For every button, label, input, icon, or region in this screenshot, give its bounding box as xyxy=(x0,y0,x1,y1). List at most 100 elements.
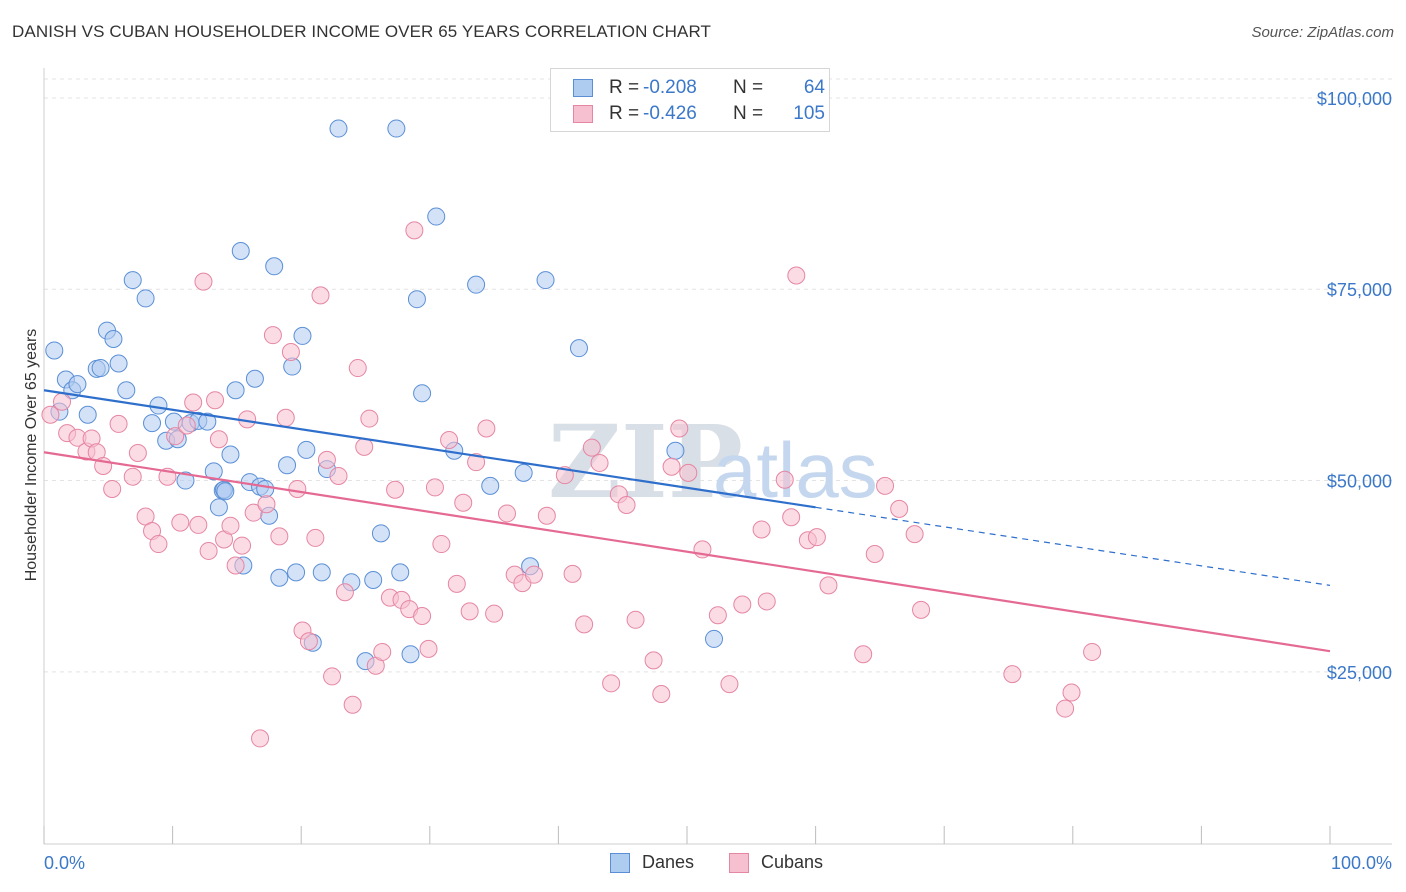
point-danes xyxy=(117,381,136,400)
point-cubans xyxy=(819,576,838,595)
grid-lines xyxy=(44,78,1392,673)
legend-r-label: R = xyxy=(609,103,640,124)
bottom-label-cubans: Cubans xyxy=(761,852,824,872)
point-danes xyxy=(123,271,142,290)
point-cubans xyxy=(177,416,196,435)
point-danes xyxy=(270,568,289,587)
point-cubans xyxy=(432,535,451,554)
point-danes xyxy=(78,405,97,424)
point-cubans xyxy=(454,493,473,512)
point-cubans xyxy=(602,674,621,693)
point-cubans xyxy=(184,393,203,412)
legend-swatch-danes xyxy=(573,79,593,97)
point-danes xyxy=(68,375,87,394)
point-danes xyxy=(226,381,245,400)
point-cubans xyxy=(209,430,228,449)
point-cubans xyxy=(447,574,466,593)
point-cubans xyxy=(233,536,252,555)
point-cubans xyxy=(311,286,330,305)
point-danes xyxy=(278,456,297,475)
legend-r-value: -0.208 xyxy=(643,77,697,98)
point-cubans xyxy=(477,419,496,438)
point-cubans xyxy=(281,342,300,361)
point-cubans xyxy=(299,632,318,651)
point-danes xyxy=(221,445,240,464)
point-cubans xyxy=(109,414,128,433)
point-danes xyxy=(387,119,406,138)
point-cubans xyxy=(679,463,698,482)
point-cubans xyxy=(288,479,307,498)
legend-n-label: N = xyxy=(733,103,764,124)
point-danes xyxy=(209,498,228,517)
y-axis-label: Householder Income Over 65 years xyxy=(23,329,40,582)
point-danes xyxy=(467,275,486,294)
legend-n-value: 105 xyxy=(793,103,825,124)
point-cubans xyxy=(590,453,609,472)
point-cubans xyxy=(276,408,295,427)
point-cubans xyxy=(360,409,379,428)
point-danes xyxy=(427,207,446,226)
point-danes xyxy=(312,563,331,582)
point-cubans xyxy=(425,478,444,497)
bottom-swatch-danes xyxy=(610,853,630,873)
trend-line-cubans xyxy=(43,451,1331,653)
point-cubans xyxy=(626,610,645,629)
point-cubans xyxy=(807,528,826,547)
point-cubans xyxy=(460,602,479,621)
point-cubans xyxy=(575,615,594,634)
point-danes xyxy=(705,629,724,648)
point-danes xyxy=(143,414,162,433)
point-cubans xyxy=(199,541,218,560)
trend-line-danes xyxy=(43,389,816,509)
point-cubans xyxy=(221,516,240,535)
y-tick-label: $75,000 xyxy=(1327,280,1392,300)
point-danes xyxy=(481,476,500,495)
point-cubans xyxy=(123,467,142,486)
data-points xyxy=(41,119,1102,748)
point-danes xyxy=(136,289,155,308)
point-cubans xyxy=(782,508,801,527)
point-cubans xyxy=(644,651,663,670)
point-cubans xyxy=(263,326,282,345)
point-cubans xyxy=(524,565,543,584)
point-cubans xyxy=(335,583,354,602)
legend-swatch-cubans xyxy=(573,105,593,123)
trend-line-extension-danes xyxy=(815,506,1331,586)
point-danes xyxy=(256,479,275,498)
point-danes xyxy=(216,482,235,501)
point-danes xyxy=(204,462,223,481)
point-cubans xyxy=(189,515,208,534)
point-danes xyxy=(413,384,432,403)
x-tick-label-max: 100.0% xyxy=(1331,853,1392,873)
point-danes xyxy=(104,329,123,348)
bottom-label-danes: Danes xyxy=(642,852,695,872)
y-tick-label: $25,000 xyxy=(1327,663,1392,683)
point-cubans xyxy=(419,639,438,658)
legend-r-label: R = xyxy=(609,77,640,98)
point-cubans xyxy=(467,453,486,472)
point-cubans xyxy=(617,496,636,515)
point-cubans xyxy=(563,564,582,583)
point-cubans xyxy=(497,504,516,523)
point-cubans xyxy=(752,520,771,539)
watermark-zip: ZIP xyxy=(548,403,743,521)
point-cubans xyxy=(652,685,671,704)
point-danes xyxy=(407,290,426,309)
point-danes xyxy=(231,241,250,260)
point-danes xyxy=(149,396,168,415)
point-danes xyxy=(287,563,306,582)
source-label: Source: ZipAtlas.com xyxy=(1251,24,1394,41)
point-cubans xyxy=(194,272,213,291)
point-cubans xyxy=(876,476,895,495)
point-cubans xyxy=(912,600,931,619)
point-danes xyxy=(198,412,217,431)
y-tick-label: $100,000 xyxy=(1317,89,1392,109)
point-cubans xyxy=(355,437,374,456)
point-danes xyxy=(666,441,685,460)
point-cubans xyxy=(1003,665,1022,684)
point-cubans xyxy=(582,438,601,457)
legend-r-value: -0.426 xyxy=(643,103,697,124)
x-tick-label-min: 0.0% xyxy=(44,853,85,873)
point-danes xyxy=(297,440,316,459)
